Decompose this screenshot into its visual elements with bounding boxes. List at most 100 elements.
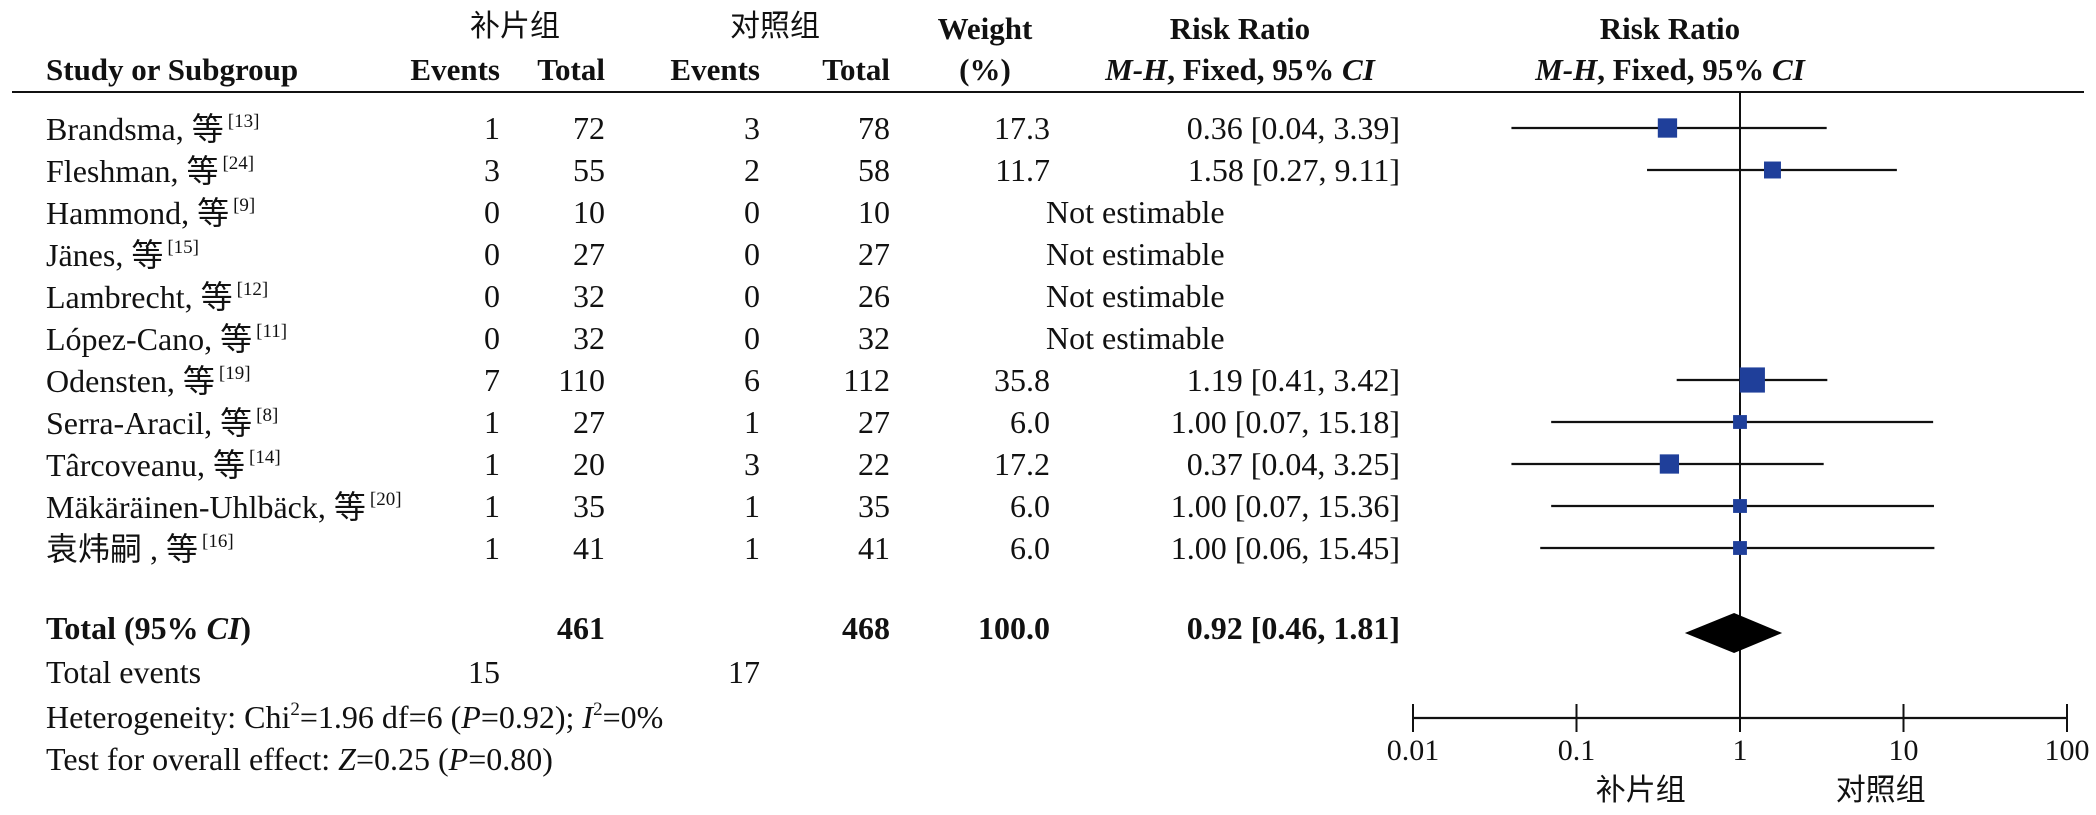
study-name-text: Hammond, 等 <box>46 195 230 231</box>
study-marker <box>1733 415 1747 429</box>
study-exp-total: 55 <box>573 152 605 188</box>
study-name: Mäkäräinen-Uhlbäck, 等 [20] <box>46 490 402 523</box>
header-ctrl-events: Events <box>670 52 760 87</box>
study-rr-text: 0.37 [0.04, 3.25] <box>1186 446 1400 482</box>
study-ctrl-events: 3 <box>744 446 760 482</box>
study-exp-events: 1 <box>484 110 500 146</box>
study-weight: 11.7 <box>995 152 1050 188</box>
study-name: Hammond, 等 [9] <box>46 196 255 229</box>
study-rr-text: 1.00 [0.06, 15.45] <box>1170 530 1400 566</box>
favours-left-label: 补片组 <box>1596 773 1686 808</box>
header-exp-total: Total <box>537 52 605 87</box>
study-marker <box>1733 541 1747 555</box>
study-ctrl-total: 32 <box>858 320 890 356</box>
total-exp-total: 461 <box>557 610 605 646</box>
study-ctrl-events: 0 <box>744 278 760 314</box>
x-tick-label: 1 <box>1733 734 1748 767</box>
study-name-text: Serra-Aracil, 等 <box>46 405 253 441</box>
overall-effect-text: Test for overall effect: Z=0.25 (P=0.80) <box>46 741 553 777</box>
study-name-text: Fleshman, 等 <box>46 153 219 189</box>
study-ref: [8] <box>256 405 279 426</box>
study-name-text: Jänes, 等 <box>46 237 164 273</box>
study-exp-total: 10 <box>573 194 605 230</box>
study-ctrl-events: 0 <box>744 236 760 272</box>
study-name-text: López-Cano, 等 <box>46 321 253 357</box>
header-rr-table-2: M-H, Fixed, 95% CI <box>1105 52 1375 87</box>
study-rr-text: 1.19 [0.41, 3.42] <box>1186 362 1400 398</box>
study-ctrl-total: 58 <box>858 152 890 188</box>
study-ctrl-events: 1 <box>744 404 760 440</box>
study-exp-events: 0 <box>484 236 500 272</box>
study-ref: [14] <box>249 447 281 468</box>
x-tick-label: 0.01 <box>1387 734 1440 767</box>
study-ctrl-total: 78 <box>858 110 890 146</box>
study-exp-events: 0 <box>484 320 500 356</box>
study-ctrl-total: 35 <box>858 488 890 524</box>
header-weight-2: (%) <box>959 52 1011 87</box>
study-name-text: Odensten, 等 <box>46 363 215 399</box>
study-weight: 17.3 <box>994 110 1050 146</box>
study-rr-text: Not estimable <box>1046 320 1225 356</box>
study-marker <box>1764 161 1781 179</box>
x-tick-label: 0.1 <box>1558 734 1596 767</box>
study-name-text: Târcoveanu, 等 <box>46 447 246 483</box>
study-ctrl-events: 6 <box>744 362 760 398</box>
study-rr-text: Not estimable <box>1046 194 1225 230</box>
study-ctrl-total: 112 <box>843 362 890 398</box>
study-exp-events: 1 <box>484 446 500 482</box>
study-exp-total: 32 <box>573 320 605 356</box>
favours-right-label: 对照组 <box>1836 773 1926 808</box>
study-name: Brandsma, 等 [13] <box>46 112 259 145</box>
x-tick-label: 100 <box>2045 734 2090 767</box>
study-marker <box>1659 454 1680 474</box>
study-weight: 17.2 <box>994 446 1050 482</box>
study-exp-total: 27 <box>573 236 605 272</box>
header-exp-events: Events <box>410 52 500 87</box>
study-exp-events: 1 <box>484 404 500 440</box>
study-ref: [11] <box>256 321 288 342</box>
study-weight: 6.0 <box>1010 404 1050 440</box>
study-ctrl-events: 3 <box>744 110 760 146</box>
header-group-exp: 补片组 <box>470 9 560 44</box>
study-ctrl-events: 1 <box>744 530 760 566</box>
header-rr-plot-2: M-H, Fixed, 95% CI <box>1535 52 1805 87</box>
pooled-diamond <box>1684 613 1783 653</box>
study-name: Fleshman, 等 [24] <box>46 154 254 187</box>
header-rr-plot-1: Risk Ratio <box>1599 11 1741 46</box>
study-weight: 35.8 <box>994 362 1050 398</box>
header-rr-table-1: Risk Ratio <box>1169 11 1311 46</box>
total-weight: 100.0 <box>978 610 1050 646</box>
study-weight: 6.0 <box>1010 488 1050 524</box>
study-exp-total: 72 <box>573 110 605 146</box>
study-name: Târcoveanu, 等 [14] <box>46 448 281 481</box>
study-exp-events: 7 <box>484 362 500 398</box>
study-marker <box>1739 367 1765 393</box>
total-events-exp: 15 <box>468 654 500 690</box>
study-rr-text: Not estimable <box>1046 236 1225 272</box>
study-rr-text: 1.00 [0.07, 15.36] <box>1170 488 1400 524</box>
study-ref: [12] <box>236 279 269 300</box>
study-name: Jänes, 等 [15] <box>46 238 199 271</box>
study-exp-total: 27 <box>573 404 605 440</box>
study-exp-total: 20 <box>573 446 605 482</box>
study-ctrl-total: 27 <box>858 404 890 440</box>
study-exp-total: 35 <box>573 488 605 524</box>
x-tick-label: 10 <box>1889 734 1919 767</box>
study-name-text: Lambrecht, 等 <box>46 279 233 315</box>
header-group-ctrl: 对照组 <box>730 9 820 44</box>
study-rr-text: 1.58 [0.27, 9.11] <box>1187 152 1400 188</box>
total-ctrl-total: 468 <box>842 610 890 646</box>
study-name: Serra-Aracil, 等 [8] <box>46 406 278 439</box>
study-ctrl-total: 26 <box>858 278 890 314</box>
study-name: 袁炜嗣 , 等 [16] <box>46 532 234 565</box>
study-ref: [13] <box>227 111 260 132</box>
study-ctrl-total: 27 <box>858 236 890 272</box>
study-ref: [15] <box>167 237 199 258</box>
study-name-text: Brandsma, 等 <box>46 111 224 147</box>
study-ctrl-events: 2 <box>744 152 760 188</box>
study-ctrl-events: 0 <box>744 194 760 230</box>
study-exp-events: 1 <box>484 488 500 524</box>
header-weight-1: Weight <box>937 11 1033 46</box>
total-events-ctrl: 17 <box>728 654 760 690</box>
total-events-label: Total events <box>46 654 202 690</box>
